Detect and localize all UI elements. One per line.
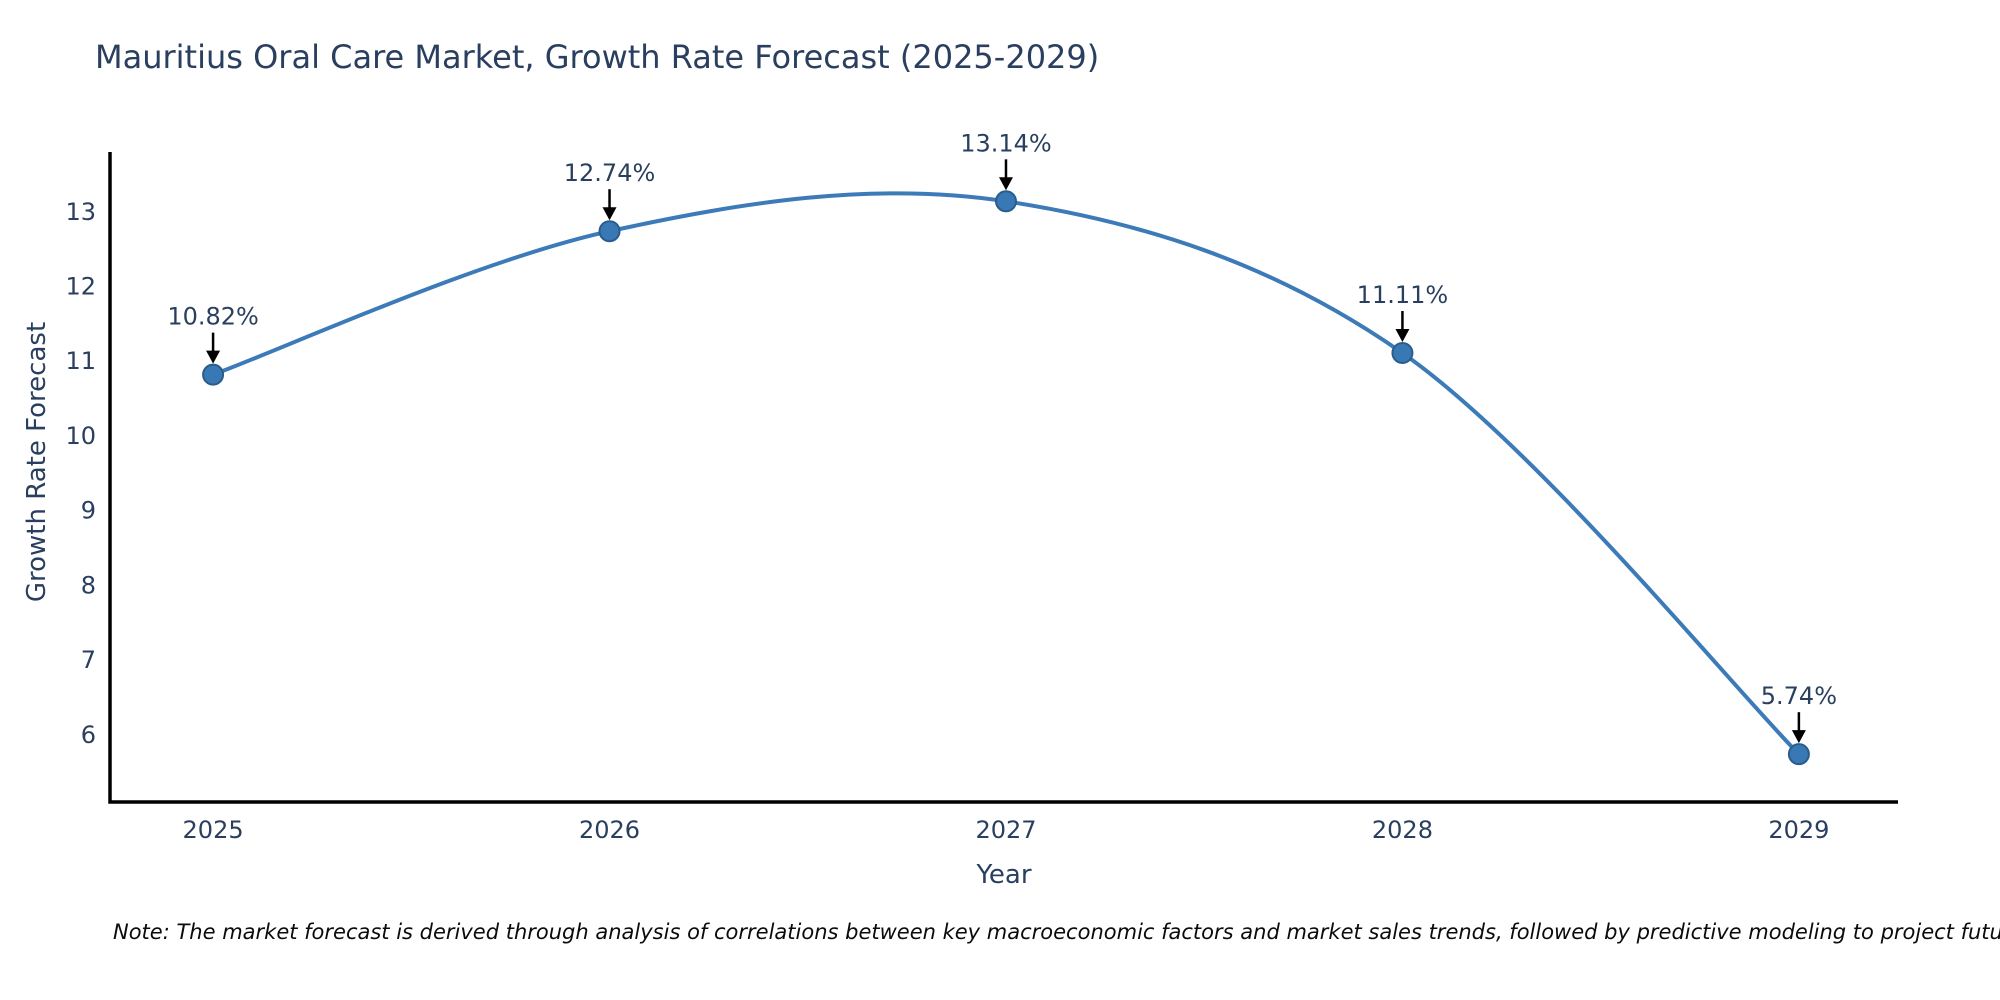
x-tick-label: 2027 [975, 816, 1036, 844]
data-point-label: 13.14% [960, 129, 1052, 157]
y-tick-label: 9 [81, 497, 96, 525]
x-tick-label: 2028 [1372, 816, 1433, 844]
data-point [1787, 743, 1810, 766]
chart-title: Mauritius Oral Care Market, Growth Rate … [95, 38, 1100, 76]
y-axis-title: Growth Rate Forecast [22, 321, 52, 603]
x-tick-label: 2025 [183, 816, 244, 844]
data-point [1391, 341, 1414, 364]
data-point-label: 11.11% [1357, 281, 1449, 309]
x-axis-title: Year [976, 860, 1032, 890]
data-point-label: 10.82% [167, 303, 259, 331]
annotation-arrowhead [206, 350, 221, 364]
y-tick-label: 7 [81, 646, 96, 674]
data-point [202, 363, 225, 386]
annotation-arrowhead [998, 177, 1013, 191]
axis-line [108, 152, 1898, 804]
trend-line [211, 191, 1801, 757]
y-tick-label: 10 [65, 422, 96, 450]
annotation-arrowhead [1791, 730, 1806, 744]
x-tick-label: 2029 [1768, 816, 1829, 844]
data-point [598, 220, 621, 243]
data-point-label: 12.74% [564, 159, 656, 187]
y-tick-label: 8 [81, 571, 96, 599]
y-tick-label: 13 [65, 198, 96, 226]
annotation-arrowhead [602, 207, 617, 221]
y-tick-label: 11 [65, 347, 96, 375]
data-point-label: 5.74% [1761, 682, 1837, 710]
x-tick-label: 2026 [579, 816, 640, 844]
y-tick-label: 12 [65, 272, 96, 300]
footnote: Note: The market forecast is derived thr… [113, 920, 2000, 944]
annotation-arrowhead [1395, 328, 1410, 342]
y-tick-label: 6 [81, 721, 96, 749]
data-point [994, 190, 1017, 213]
